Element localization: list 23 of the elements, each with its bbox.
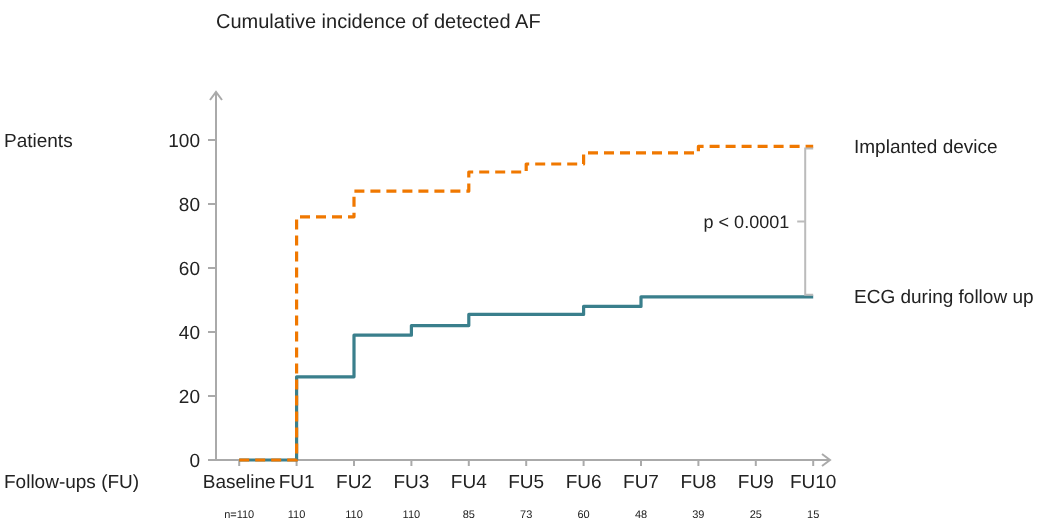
x-tick-label: FU4: [450, 472, 487, 494]
x-tick-label: FU9: [737, 472, 774, 494]
text: Implanted device: [854, 137, 998, 160]
y-tick-label: 40: [178, 322, 200, 345]
x-tick-label: FU5: [508, 472, 545, 494]
x-tick-label: Baseline: [202, 472, 276, 494]
x-axis-title: Follow-ups (FU): [4, 472, 140, 494]
y-tick-label: 80: [178, 194, 200, 217]
text: Patients: [4, 130, 74, 153]
text: ECG during follow up: [854, 287, 1034, 310]
y-tick-label: 0: [189, 450, 200, 473]
x-tick-label: FU6: [565, 472, 602, 494]
x-tick-label: FU10: [789, 472, 837, 494]
x-tick-label: FU8: [680, 472, 717, 494]
x-tick-label: FU2: [336, 472, 372, 494]
y-tick-label: 60: [178, 258, 200, 281]
x-tick-label: FU3: [393, 472, 430, 494]
y-tick-label: 100: [168, 130, 200, 153]
x-tick-label: FU7: [623, 472, 659, 494]
x-tick-label: FU1: [278, 472, 315, 494]
chart-title: Cumulative incidence of detected AF: [216, 12, 541, 34]
annotation: p < 0.0001: [703, 211, 790, 232]
y-tick-label: 20: [178, 386, 200, 409]
